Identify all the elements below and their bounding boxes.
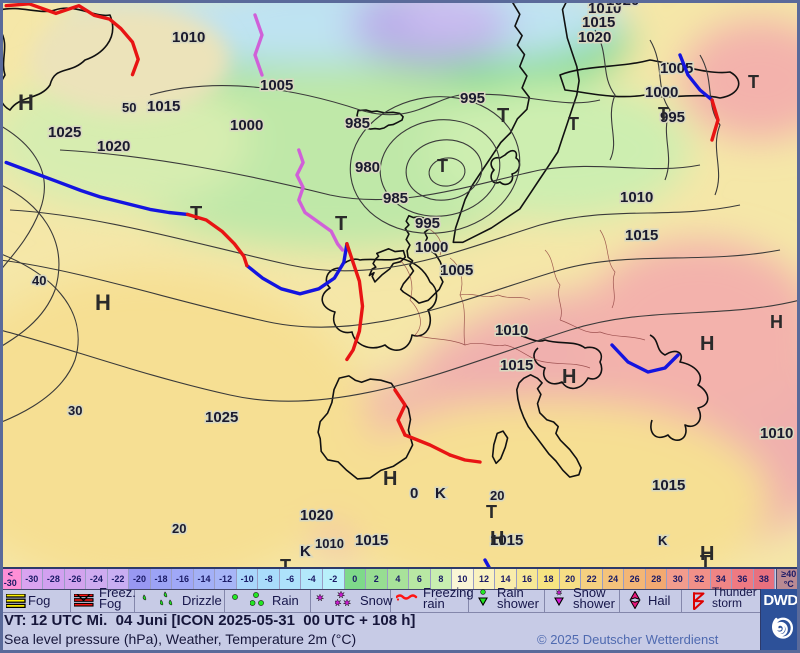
- svg-text:T: T: [437, 156, 448, 176]
- svg-text:1025: 1025: [48, 124, 81, 141]
- svg-text:1000: 1000: [230, 117, 263, 134]
- svg-text:1015: 1015: [625, 227, 658, 244]
- svg-text:H: H: [18, 90, 34, 115]
- svg-text:T: T: [497, 105, 509, 127]
- svg-text:995: 995: [415, 215, 440, 232]
- svg-text:1010: 1010: [620, 189, 653, 206]
- svg-text:1005: 1005: [440, 262, 473, 279]
- svg-text:T: T: [658, 104, 669, 124]
- svg-text:980: 980: [355, 159, 380, 176]
- svg-text:1000: 1000: [415, 239, 448, 256]
- svg-text:1015: 1015: [147, 98, 180, 115]
- svg-text:995: 995: [460, 90, 485, 107]
- svg-text:T: T: [700, 552, 711, 567]
- svg-text:H: H: [562, 366, 576, 388]
- svg-text:50: 50: [122, 100, 136, 115]
- svg-text:H: H: [700, 333, 714, 355]
- svg-text:T: T: [335, 213, 347, 235]
- svg-text:H: H: [383, 468, 397, 490]
- svg-text:1010: 1010: [172, 29, 205, 46]
- svg-text:985: 985: [345, 115, 370, 132]
- svg-text:1000: 1000: [645, 84, 678, 101]
- svg-text:1015: 1015: [652, 477, 685, 494]
- svg-text:1020: 1020: [97, 138, 130, 155]
- svg-text:1015: 1015: [500, 357, 533, 374]
- svg-text:40: 40: [32, 273, 46, 288]
- svg-text:1010: 1010: [760, 425, 793, 442]
- svg-text:K: K: [658, 533, 668, 548]
- svg-text:H: H: [770, 312, 783, 332]
- svg-text:1025: 1025: [205, 409, 238, 426]
- svg-text:1010: 1010: [495, 322, 528, 339]
- svg-text:20: 20: [490, 488, 504, 503]
- svg-text:1020: 1020: [606, 0, 639, 9]
- svg-text:T: T: [568, 114, 579, 134]
- svg-text:1015: 1015: [355, 532, 388, 549]
- svg-text:985: 985: [383, 190, 408, 207]
- svg-text:1020: 1020: [300, 507, 333, 524]
- svg-text:T: T: [748, 72, 759, 92]
- svg-text:20: 20: [172, 521, 186, 536]
- svg-text:1020: 1020: [578, 29, 611, 46]
- svg-text:H: H: [490, 528, 504, 550]
- svg-text:0: 0: [410, 485, 418, 502]
- svg-text:T: T: [486, 502, 497, 522]
- svg-text:K: K: [300, 543, 311, 560]
- svg-text:30: 30: [68, 403, 82, 418]
- svg-text:H: H: [95, 290, 111, 315]
- svg-text:1005: 1005: [260, 77, 293, 94]
- svg-text:1010: 1010: [315, 536, 344, 551]
- svg-text:K: K: [435, 485, 446, 502]
- svg-text:T: T: [280, 556, 291, 567]
